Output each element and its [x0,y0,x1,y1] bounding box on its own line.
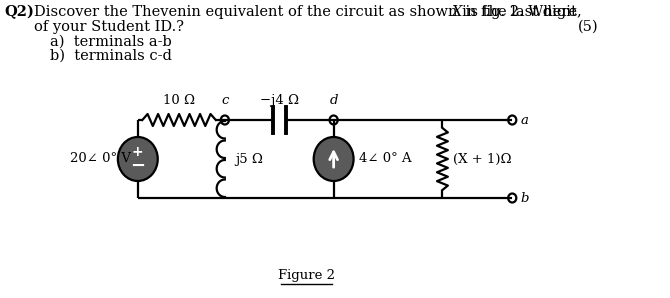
Text: Figure 2: Figure 2 [278,269,335,282]
Text: 4∠ 0° A: 4∠ 0° A [359,153,411,165]
Text: Discover the Thevenin equivalent of the circuit as shown in fig. 2. Where,: Discover the Thevenin equivalent of the … [34,5,587,19]
Circle shape [118,137,157,181]
Text: is the last digit: is the last digit [460,5,576,19]
Text: (5): (5) [578,20,598,34]
Text: a)  terminals a-b: a) terminals a-b [50,35,172,49]
Text: b)  terminals c-d: b) terminals c-d [50,49,172,63]
Text: (X + 1)Ω: (X + 1)Ω [454,153,512,165]
Text: −: − [130,157,145,175]
Text: 10 Ω: 10 Ω [163,94,195,107]
Text: b: b [521,192,529,204]
Text: 20∠ 0° V: 20∠ 0° V [70,153,131,165]
Text: j5 Ω: j5 Ω [236,153,263,165]
Text: d: d [330,94,338,107]
Text: a: a [521,114,528,126]
Text: +: + [132,145,143,159]
Text: Q2): Q2) [5,5,34,19]
Text: of your Student ID.?: of your Student ID.? [34,20,184,34]
Circle shape [314,137,354,181]
Text: −j4 Ω: −j4 Ω [260,94,299,107]
Text: X: X [452,5,463,19]
Text: c: c [221,94,228,107]
